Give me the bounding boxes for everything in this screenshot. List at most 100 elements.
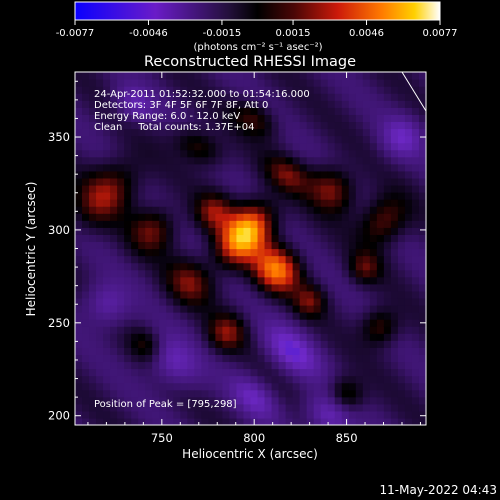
heatmap-cell	[117, 149, 125, 158]
heatmap-cell	[208, 227, 216, 235]
heatmap-cell	[313, 283, 322, 292]
heatmap-cell	[418, 347, 426, 355]
heatmap-cell	[215, 184, 224, 193]
heatmap-cell	[257, 297, 266, 306]
heatmap-cell	[159, 156, 167, 165]
heatmap-cell	[208, 241, 216, 250]
heatmap-cell	[222, 114, 231, 123]
heatmap-cell	[250, 206, 259, 214]
heatmap-cell	[131, 403, 139, 412]
heatmap-cell	[173, 114, 181, 123]
heatmap-cell	[369, 347, 378, 355]
heatmap-cell	[411, 163, 420, 172]
heatmap-cell	[383, 213, 392, 221]
heatmap-cell	[264, 290, 273, 299]
heatmap-cell	[341, 269, 350, 278]
heatmap-cell	[145, 93, 153, 101]
heatmap-cell	[299, 248, 308, 257]
heatmap-cell	[362, 262, 371, 271]
heatmap-cell	[383, 93, 392, 101]
heatmap-cell	[285, 149, 294, 158]
heatmap-cell	[376, 135, 385, 144]
heatmap-cell	[117, 297, 125, 306]
heatmap-cell	[299, 184, 308, 193]
heatmap-cell	[215, 417, 224, 425]
heatmap-cell	[404, 163, 413, 172]
heatmap-cell	[96, 213, 104, 221]
heatmap-cell	[75, 382, 83, 391]
heatmap-cell	[131, 269, 139, 278]
heatmap-cell	[166, 128, 174, 137]
heatmap-cell	[313, 347, 322, 355]
heatmap-cell	[110, 199, 118, 207]
heatmap-cell	[426, 206, 434, 214]
heatmap-cell	[362, 114, 371, 123]
heatmap-cell	[215, 199, 224, 207]
heatmap-cell	[376, 403, 385, 412]
heatmap-cell	[341, 375, 350, 384]
heatmap-cell	[243, 121, 252, 130]
heatmap-cell	[159, 396, 167, 405]
heatmap-cell	[243, 389, 252, 398]
heatmap-cell	[145, 297, 153, 306]
heatmap-cell	[299, 213, 308, 221]
heatmap-cell	[278, 206, 287, 214]
heatmap-cell	[355, 382, 364, 391]
heatmap-cell	[411, 107, 420, 115]
heatmap-cell	[383, 163, 392, 172]
heatmap-cell	[110, 234, 118, 243]
heatmap-cell	[180, 163, 188, 172]
heatmap-cell	[383, 304, 392, 313]
heatmap-cell	[229, 269, 238, 278]
heatmap-cell	[426, 333, 434, 341]
heatmap-cell	[138, 312, 146, 320]
heatmap-cell	[243, 354, 252, 363]
heatmap-cell	[327, 72, 336, 80]
heatmap-cell	[362, 220, 371, 228]
heatmap-cell	[96, 340, 104, 348]
heatmap-cell	[292, 128, 301, 137]
heatmap-cell	[341, 177, 350, 186]
heatmap-cell	[187, 184, 195, 193]
heatmap-cell	[362, 269, 371, 278]
heatmap-cell	[243, 163, 252, 172]
heatmap-cell	[89, 213, 97, 221]
heatmap-cell	[383, 403, 392, 412]
heatmap-cell	[257, 213, 266, 221]
heatmap-cell	[278, 192, 287, 200]
heatmap-cell	[327, 403, 336, 412]
heatmap-cell	[201, 410, 209, 419]
heatmap-cell	[152, 86, 160, 94]
heatmap-cell	[376, 304, 385, 313]
heatmap-cell	[327, 192, 336, 200]
heatmap-cell	[89, 319, 97, 327]
heatmap-cell	[320, 135, 329, 144]
heatmap-cell	[292, 410, 301, 419]
heatmap-cell	[257, 121, 266, 130]
heatmap-cell	[355, 86, 364, 94]
heatmap-cell	[194, 170, 202, 179]
heatmap-cell	[236, 163, 245, 172]
heatmap-cell	[285, 262, 294, 271]
heatmap-cell	[89, 100, 97, 108]
heatmap-cell	[75, 403, 83, 412]
heatmap-cell	[264, 121, 273, 130]
heatmap-cell	[390, 79, 399, 87]
heatmap-cell	[96, 417, 104, 425]
heatmap-cell	[418, 241, 426, 250]
heatmap-cell	[236, 234, 245, 243]
heatmap-cell	[278, 304, 287, 313]
heatmap-cell	[201, 396, 209, 405]
heatmap-cell	[75, 220, 83, 228]
heatmap-cell	[362, 156, 371, 165]
heatmap-cell	[285, 220, 294, 228]
heatmap-cell	[292, 156, 301, 165]
heatmap-cell	[271, 368, 280, 377]
heatmap-cell	[187, 269, 195, 278]
heatmap-cell	[418, 255, 426, 264]
heatmap-cell	[257, 170, 266, 179]
heatmap-cell	[390, 227, 399, 235]
colorbar-gradient	[74, 1, 441, 21]
heatmap-cell	[103, 142, 111, 151]
heatmap-cell	[131, 340, 139, 348]
